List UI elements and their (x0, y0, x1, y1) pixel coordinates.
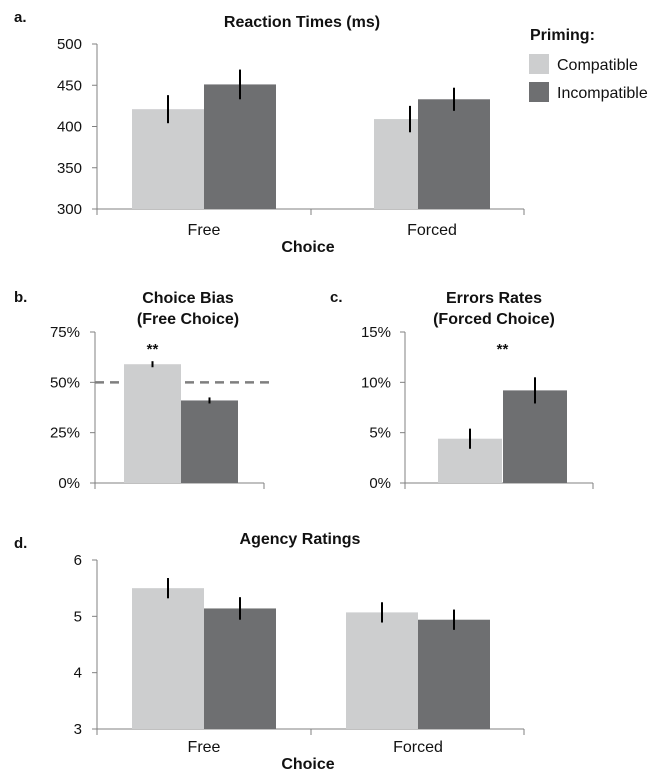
panel-a-xlabel: Choice (281, 239, 334, 256)
panel-a-bar-incompatible (204, 84, 276, 209)
panel-d-title: Agency Ratings (240, 531, 361, 548)
panel-d-category-label: Free (188, 739, 221, 756)
panel-a-category-label: Forced (407, 222, 457, 239)
panel-a-plot: 300 350 400 450 500 Free Forced (57, 36, 525, 239)
panel-b-y-tick-label: 75% (50, 324, 80, 341)
legend-title: Priming: (530, 27, 595, 44)
panel-b-y-tick-label: 25% (50, 425, 80, 442)
panel-b-y-tick-label: 50% (50, 374, 80, 391)
panel-c-y-tick-label: 0% (369, 475, 391, 492)
panel-c-y-tick-label: 10% (361, 374, 391, 391)
panel-d-y-tick-label: 6 (74, 552, 82, 569)
panel-b-subtitle: (Free Choice) (137, 311, 239, 328)
panel-b-y-tick-label: 0% (58, 475, 80, 492)
panel-a-y-tick-label: 400 (57, 119, 82, 136)
panel-d-bar-compatible (346, 612, 418, 729)
panel-a-y-tick-label: 300 (57, 201, 82, 218)
panel-c-significance-annotation: ** (497, 341, 509, 358)
panel-a-y-tick-label: 450 (57, 77, 82, 94)
panel-d-y-tick-label: 5 (74, 608, 82, 625)
panel-d-category-label: Forced (393, 739, 443, 756)
legend: Priming: Compatible Incompatible (529, 27, 648, 102)
panel-d-letter: d. (14, 535, 27, 552)
panel-c-bar-incompatible (503, 390, 567, 483)
panel-b-significance-annotation: ** (147, 341, 159, 358)
panel-a-y-tick-label: 500 (57, 36, 82, 53)
panel-a: a. Reaction Times (ms) Choice 300 350 400 4… (14, 9, 525, 256)
panel-b-title: Choice Bias (142, 290, 234, 307)
panel-a-title: Reaction Times (ms) (224, 14, 380, 31)
panel-c: c. Errors Rates (Forced Choice) 0% 5% 10% 1… (330, 289, 594, 492)
panel-d-bar-incompatible (204, 608, 276, 729)
panel-d-y-tick-label: 3 (74, 721, 82, 738)
panel-b-bar-compatible (124, 364, 181, 483)
panel-d-bar-incompatible (418, 619, 490, 729)
panel-d: d. Agency Ratings Choice 3 4 5 6 Free Forced (14, 531, 525, 773)
legend-swatch-incompatible (529, 82, 549, 102)
panel-a-bar-compatible (132, 109, 204, 209)
panel-d-xlabel: Choice (281, 756, 334, 772)
panel-c-y-tick-label: 15% (361, 324, 391, 341)
legend-swatch-compatible (529, 54, 549, 74)
panel-a-category-label: Free (188, 222, 221, 239)
panel-d-plot: 3 4 5 6 Free Forced (74, 552, 525, 756)
panel-b-plot: 0% 25% 50% 75% ** (50, 324, 269, 492)
panel-c-letter: c. (330, 289, 343, 306)
legend-label-incompatible: Incompatible (557, 85, 648, 102)
panel-c-y-tick-label: 5% (369, 425, 391, 442)
panel-b-bar-incompatible (181, 400, 238, 483)
panel-c-subtitle: (Forced Choice) (433, 311, 555, 328)
panel-d-y-tick-label: 4 (74, 665, 82, 682)
legend-label-compatible: Compatible (557, 57, 638, 74)
panel-b-letter: b. (14, 289, 27, 306)
panel-c-title: Errors Rates (446, 290, 542, 307)
panel-a-bar-incompatible (418, 99, 490, 209)
panel-d-bar-compatible (132, 588, 204, 729)
panel-c-plot: 0% 5% 10% 15% ** (361, 324, 594, 492)
panel-a-letter: a. (14, 9, 27, 26)
panel-b: b. Choice Bias (Free Choice) 0% 25% 50% 75%… (14, 289, 269, 492)
panel-a-y-tick-label: 350 (57, 160, 82, 177)
